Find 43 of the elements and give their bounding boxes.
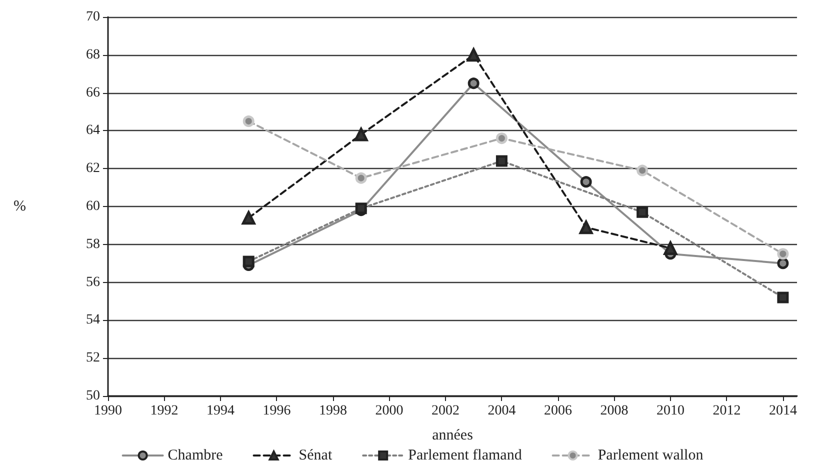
point bbox=[580, 176, 592, 188]
x-tick-label: 1994 bbox=[206, 404, 234, 418]
point bbox=[579, 220, 593, 234]
y-tick-label: 52 bbox=[86, 350, 100, 366]
legend-label: Sénat bbox=[298, 448, 333, 464]
legend-label: Chambre bbox=[168, 448, 224, 464]
point bbox=[354, 128, 368, 142]
y-tick-label: 50 bbox=[86, 388, 100, 404]
x-tick-label: 2012 bbox=[712, 404, 741, 418]
x-tick-label: 2002 bbox=[431, 404, 460, 418]
x-tick-label: 2010 bbox=[656, 404, 684, 418]
point bbox=[242, 211, 256, 225]
y-tick-label: 70 bbox=[86, 10, 100, 24]
x-tick-label: 2004 bbox=[488, 404, 516, 418]
point bbox=[777, 248, 789, 260]
x-tick-label: 1990 bbox=[94, 404, 122, 418]
y-tick-label: 60 bbox=[86, 199, 100, 214]
legend-label: Parlement wallon bbox=[598, 448, 704, 464]
y-tick-label: 64 bbox=[86, 123, 100, 138]
x-axis-title: années bbox=[432, 428, 474, 444]
x-tick-label: 1998 bbox=[318, 404, 347, 418]
y-tick-label: 54 bbox=[86, 312, 100, 328]
y-tick-label: 68 bbox=[86, 47, 100, 62]
point bbox=[664, 241, 678, 255]
x-tick-label: 1996 bbox=[262, 404, 291, 418]
y-tick-label: 66 bbox=[86, 85, 100, 100]
x-tick-label: 2008 bbox=[600, 404, 628, 418]
x-tick-label: 2014 bbox=[768, 404, 797, 418]
legend-label: Parlement flamand bbox=[408, 448, 522, 464]
point bbox=[466, 48, 480, 62]
x-tick-label: 2006 bbox=[544, 404, 572, 418]
point bbox=[777, 258, 789, 270]
point bbox=[468, 78, 480, 90]
y-tick-label: 58 bbox=[86, 236, 100, 252]
y-tick-label: 56 bbox=[86, 274, 100, 290]
y-tick-label: 62 bbox=[86, 161, 100, 176]
point bbox=[242, 115, 254, 127]
y-axis-title: % bbox=[14, 198, 26, 214]
x-tick-label: 2000 bbox=[375, 404, 404, 418]
x-tick-label: 1992 bbox=[150, 404, 178, 418]
point bbox=[636, 164, 648, 176]
point bbox=[496, 132, 508, 144]
point bbox=[355, 172, 367, 184]
